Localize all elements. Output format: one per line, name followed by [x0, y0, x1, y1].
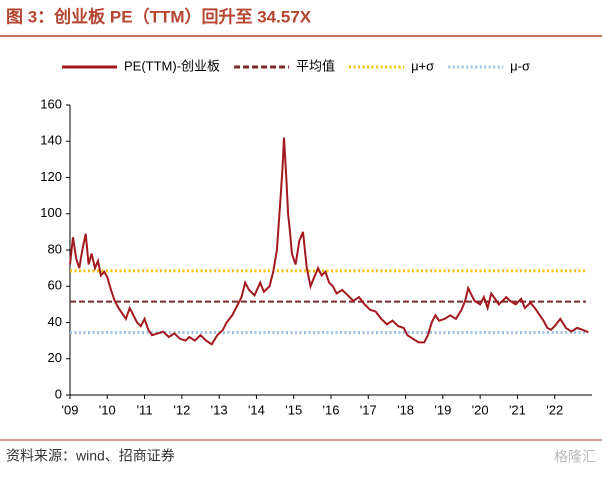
y-tick-label: 60: [48, 278, 62, 293]
legend-label: PE(TTM)-创业板: [124, 58, 220, 73]
x-tick-label: '22: [546, 402, 563, 417]
x-tick-label: '21: [509, 402, 526, 417]
y-tick-label: 160: [40, 96, 62, 111]
x-tick-label: '12: [173, 402, 190, 417]
y-tick-label: 40: [48, 314, 62, 329]
y-tick-label: 0: [55, 386, 62, 401]
x-tick-label: '19: [434, 402, 451, 417]
legend-label: μ-σ: [510, 58, 530, 73]
x-tick-label: '09: [62, 402, 79, 417]
x-tick-label: '10: [99, 402, 116, 417]
x-tick-label: '14: [248, 402, 265, 417]
y-tick-label: 140: [40, 133, 62, 148]
x-tick-label: '20: [472, 402, 489, 417]
source: 资料来源：wind、招商证券: [6, 448, 175, 464]
x-tick-label: '15: [285, 402, 302, 417]
line: [69, 137, 589, 346]
chart-title: 图 3：创业板 PE（TTM）回升至 34.57X: [6, 6, 312, 26]
y-tick-label: 20: [48, 350, 62, 365]
legend-label: 平均值: [296, 58, 335, 73]
legend-label: μ+σ: [411, 58, 434, 73]
y-tick-label: 120: [40, 169, 62, 184]
x-tick-label: '13: [211, 402, 228, 417]
x-tick-label: '16: [323, 402, 340, 417]
watermark: 格隆汇: [554, 449, 596, 465]
x-tick-label: '11: [137, 402, 153, 417]
y-tick-label: 80: [48, 241, 62, 256]
x-tick-label: '17: [360, 402, 377, 417]
y-tick-label: 100: [40, 205, 62, 220]
x-tick-label: '18: [397, 402, 414, 417]
